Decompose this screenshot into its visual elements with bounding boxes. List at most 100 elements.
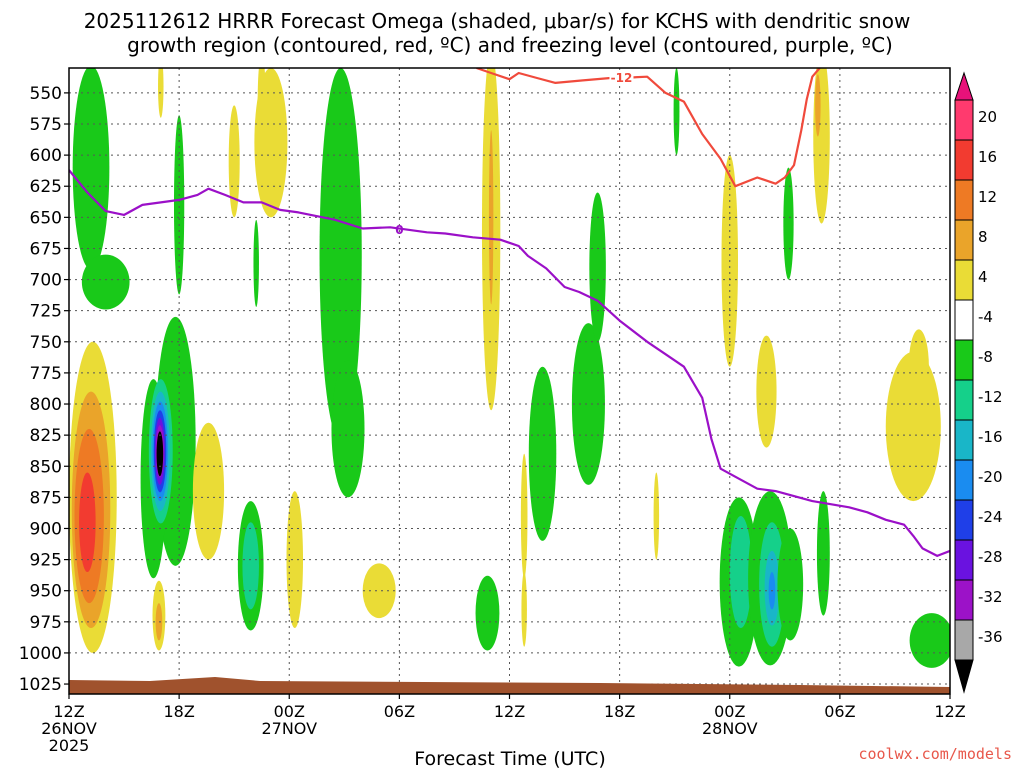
freezing-level-label: 0 [395, 223, 403, 237]
colorbar-segment-11 [954, 539, 974, 581]
omega-shade-52 [813, 68, 830, 224]
colorbar-top-arrow [954, 71, 974, 101]
colorbar-segment-8 [954, 419, 974, 461]
y-tick-label-750: 750 [30, 333, 62, 353]
x-tick-label-0-0: 12Z [53, 702, 84, 721]
y-tick-label-575: 575 [30, 115, 62, 135]
freezing-level-contour [69, 169, 950, 557]
omega-shade-55 [908, 329, 929, 405]
x-tick-label-0-1: 26NOV [41, 719, 97, 738]
omega-shade-17 [475, 575, 500, 651]
colorbar-segment-13 [954, 619, 974, 661]
dgz-label: -12 [611, 71, 633, 85]
y-tick-label-925: 925 [30, 551, 62, 571]
x-tick-label-12-1: 27NOV [261, 719, 317, 738]
dgz-label-bg [609, 69, 634, 85]
omega-shade-53 [815, 74, 821, 137]
omega-shade-18 [528, 366, 557, 541]
omega-shade-0 [72, 68, 110, 270]
chart-title-line-1: 2025112612 HRRR Forecast Omega (shaded, … [84, 9, 911, 33]
colorbar-label-13: -36 [978, 628, 1003, 646]
colorbar-segment-6 [954, 339, 974, 381]
x-tick-label-0-2: 2025 [49, 736, 90, 755]
omega-shade-49 [653, 472, 660, 560]
colorbar-label-0: 20 [978, 108, 997, 126]
omega-shade-38 [158, 68, 164, 118]
y-tick-label-600: 600 [30, 146, 62, 166]
y-tick-label-625: 625 [30, 177, 62, 197]
omega-shade-39 [192, 422, 225, 560]
colorbar-bottom-arrow [954, 659, 974, 694]
colorbar-segment-0 [954, 99, 974, 141]
colorbar-segment-7 [954, 379, 974, 421]
colorbar-label-8: -16 [978, 428, 1003, 446]
y-tick-label-1000: 1000 [19, 644, 62, 664]
omega-shade-47 [520, 453, 528, 579]
colorbar-segment-1 [954, 139, 974, 181]
colorbar-label-4: 4 [978, 268, 988, 286]
colorbar-label-7: -12 [978, 388, 1003, 406]
x-tick-label-12-0: 00Z [274, 702, 305, 721]
omega-shade-43 [286, 491, 304, 629]
omega-shade-46 [488, 130, 494, 305]
omega-shade-42 [254, 68, 288, 218]
omega-shade-11 [156, 431, 164, 477]
omega-shade-20 [589, 192, 606, 342]
x-tick-label-36-0: 00Z [714, 702, 745, 721]
omega-shade-14 [242, 522, 259, 610]
omega-shade-51 [756, 335, 777, 448]
y-tick-label-650: 650 [30, 208, 62, 228]
y-tick-label-975: 975 [30, 613, 62, 633]
colorbar-segment-4 [954, 259, 974, 301]
omega-shade-30 [783, 167, 794, 280]
y-tick-label-700: 700 [30, 271, 62, 291]
colorbar-label-12: -32 [978, 588, 1003, 606]
colorbar-segment-10 [954, 499, 974, 541]
omega-shade-23 [729, 516, 752, 629]
y-tick-label-825: 825 [30, 426, 62, 446]
omega-shade-37 [155, 603, 163, 641]
omega-shade-15 [319, 68, 362, 442]
x-tick-label-18-0: 06Z [384, 702, 415, 721]
x-tick-label-24-0: 12Z [494, 702, 525, 721]
omega-shade-12 [253, 219, 259, 307]
omega-shade-40 [228, 105, 240, 218]
omega-shade-48 [521, 572, 527, 647]
x-tick-label-30-0: 18Z [604, 702, 635, 721]
colorbar-segment-2 [954, 179, 974, 221]
x-tick-label-36-1: 28NOV [702, 719, 758, 738]
x-axis-label: Forecast Time (UTC) [414, 748, 605, 768]
y-tick-label-1025: 1025 [19, 675, 62, 695]
y-tick-label-725: 725 [30, 302, 62, 322]
credit-text[interactable]: coolwx.com/models [858, 745, 1012, 763]
colorbar-label-3: 8 [978, 228, 988, 246]
omega-shade-28 [777, 528, 804, 641]
omega-shade-1 [81, 254, 130, 310]
omega-shade-54 [885, 351, 941, 502]
x-tick-label-6-0: 18Z [163, 702, 194, 721]
y-tick-label-800: 800 [30, 395, 62, 415]
colorbar-label-2: 12 [978, 188, 997, 206]
terrain-strip [69, 677, 950, 694]
colorbar-label-6: -8 [978, 348, 993, 366]
dgz-contour [476, 68, 821, 188]
colorbar-label-5: -4 [978, 308, 993, 326]
omega-shade-29 [816, 491, 830, 616]
y-tick-label-675: 675 [30, 239, 62, 259]
x-tick-label-48-0: 12Z [934, 702, 965, 721]
omega-shade-31 [909, 613, 950, 668]
omega-shade-21 [673, 68, 680, 156]
chart-title-line-2: growth region (contoured, red, ºC) and f… [127, 33, 893, 57]
y-tick-label-775: 775 [30, 364, 62, 384]
omega-shade-19 [571, 323, 605, 485]
colorbar-label-10: -24 [978, 508, 1003, 526]
omega-shade-2 [173, 115, 185, 295]
colorbar-segment-9 [954, 459, 974, 501]
colorbar-segment-12 [954, 579, 974, 621]
colorbar-label-11: -28 [978, 548, 1003, 566]
colorbar-segment-3 [954, 219, 974, 261]
colorbar-label-1: 16 [978, 148, 997, 166]
y-tick-label-875: 875 [30, 488, 62, 508]
omega-shade-35 [79, 472, 96, 573]
